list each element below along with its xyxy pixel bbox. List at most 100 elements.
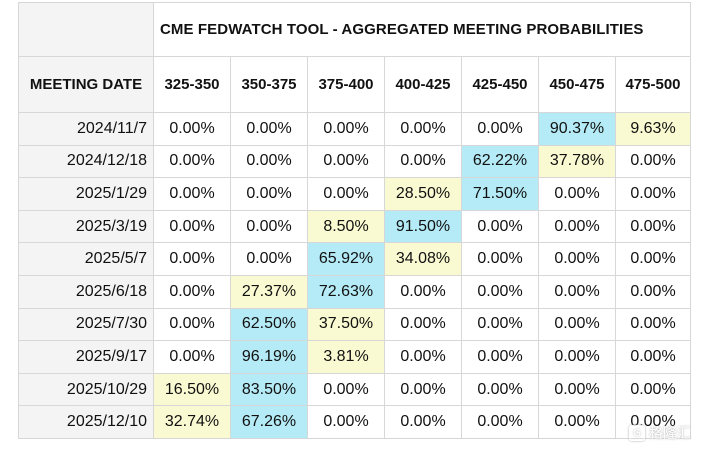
probability-cell: 0.00% [384, 372, 462, 407]
table-row: 2025/6/18 0.00% 27.37% 72.63% 0.00% 0.00% 0.00… [18, 274, 691, 309]
probability-cell: 0.00% [230, 177, 308, 211]
probability-cell: 8.50% [307, 209, 385, 244]
probability-cell: 0.00% [461, 209, 539, 244]
probability-cell: 0.00% [307, 144, 385, 179]
meeting-date-cell: 2025/7/30 [18, 307, 154, 342]
probability-cell: 0.00% [230, 242, 308, 276]
column-header-375-400: 375-400 [307, 56, 385, 113]
probability-cell: 0.00% [538, 372, 616, 407]
probability-cell: 0.00% [615, 340, 691, 374]
probability-cell: 0.00% [615, 177, 691, 211]
probability-cell: 0.00% [153, 242, 231, 276]
probability-cell: 0.00% [538, 274, 616, 309]
column-header-425-450: 425-450 [461, 56, 539, 113]
probability-cell: 0.00% [384, 340, 462, 374]
table-title: CME FEDWATCH TOOL - AGGREGATED MEETING P… [153, 2, 691, 57]
meeting-date-cell: 2024/12/18 [18, 144, 154, 179]
probability-cell: 0.00% [461, 112, 539, 146]
meeting-date-cell: 2025/5/7 [18, 242, 154, 276]
probability-cell: 0.00% [307, 405, 385, 439]
meeting-date-cell: 2025/9/17 [18, 340, 154, 374]
probability-cell: 0.00% [538, 405, 616, 439]
probability-cell: 0.00% [615, 372, 691, 407]
fedwatch-probability-table: CME FEDWATCH TOOL - AGGREGATED MEETING P… [18, 2, 691, 439]
probability-cell: 0.00% [538, 340, 616, 374]
table-row: 2025/9/17 0.00% 96.19% 3.81% 0.00% 0.00% 0.00%… [18, 340, 691, 374]
header-corner-cell [18, 2, 154, 57]
column-header-meeting-date: MEETING DATE [18, 56, 154, 113]
probability-cell: 71.50% [461, 177, 539, 211]
table-row: 2025/10/29 16.50% 83.50% 0.00% 0.00% 0.00% 0.0… [18, 372, 691, 407]
probability-cell: 0.00% [461, 372, 539, 407]
watermark: G 格隆汇 [629, 423, 691, 443]
probability-cell: 0.00% [461, 405, 539, 439]
probability-cell: 32.74% [153, 405, 231, 439]
probability-cell: 0.00% [230, 209, 308, 244]
probability-cell: 96.19% [230, 340, 308, 374]
probability-cell: 0.00% [230, 144, 308, 179]
column-header-475-500: 475-500 [615, 56, 691, 113]
table-row: 2025/12/10 32.74% 67.26% 0.00% 0.00% 0.00% 0.0… [18, 405, 691, 439]
probability-cell: 0.00% [153, 177, 231, 211]
probability-cell: 0.00% [615, 209, 691, 244]
table-row: 2025/7/30 0.00% 62.50% 37.50% 0.00% 0.00% 0.00… [18, 307, 691, 342]
probability-cell: 0.00% [538, 242, 616, 276]
probability-cell: 0.00% [615, 144, 691, 179]
meeting-date-cell: 2025/10/29 [18, 372, 154, 407]
probability-cell: 72.63% [307, 274, 385, 309]
probability-cell: 0.00% [153, 340, 231, 374]
probability-cell: 0.00% [384, 144, 462, 179]
meeting-date-cell: 2025/12/10 [18, 405, 154, 439]
probability-cell: 65.92% [307, 242, 385, 276]
table-row: 2024/12/18 0.00% 0.00% 0.00% 0.00% 62.22% 37.7… [18, 144, 691, 179]
probability-cell: 0.00% [384, 307, 462, 342]
probability-cell: 0.00% [307, 177, 385, 211]
probability-cell: 3.81% [307, 340, 385, 374]
probability-cell: 0.00% [615, 274, 691, 309]
probability-cell: 90.37% [538, 112, 616, 146]
probability-cell: 91.50% [384, 209, 462, 244]
meeting-date-cell: 2025/1/29 [18, 177, 154, 211]
table-row: 2025/3/19 0.00% 0.00% 8.50% 91.50% 0.00% 0.00%… [18, 209, 691, 244]
table-row: 2024/11/7 0.00% 0.00% 0.00% 0.00% 0.00% 90.37%… [18, 112, 691, 146]
probability-cell: 0.00% [153, 209, 231, 244]
table-row: 2025/5/7 0.00% 0.00% 65.92% 34.08% 0.00% 0.00%… [18, 242, 691, 276]
probability-cell: 0.00% [461, 242, 539, 276]
fedwatch-table-container: CME FEDWATCH TOOL - AGGREGATED MEETING P… [18, 2, 691, 439]
probability-cell: 0.00% [384, 274, 462, 309]
probability-cell: 0.00% [153, 112, 231, 146]
probability-cell: 9.63% [615, 112, 691, 146]
probability-cell: 0.00% [384, 112, 462, 146]
probability-cell: 0.00% [538, 177, 616, 211]
meeting-date-cell: 2025/6/18 [18, 274, 154, 309]
meeting-date-cell: 2025/3/19 [18, 209, 154, 244]
probability-cell: 0.00% [538, 209, 616, 244]
column-header-450-475: 450-475 [538, 56, 616, 113]
meeting-date-cell: 2024/11/7 [18, 112, 154, 146]
probability-cell: 0.00% [307, 372, 385, 407]
column-header-400-425: 400-425 [384, 56, 462, 113]
probability-cell: 0.00% [384, 405, 462, 439]
probability-cell: 0.00% [153, 274, 231, 309]
probability-cell: 0.00% [230, 112, 308, 146]
probability-cell: 28.50% [384, 177, 462, 211]
watermark-logo-icon: G [629, 425, 645, 441]
probability-cell: 27.37% [230, 274, 308, 309]
probability-cell: 37.78% [538, 144, 616, 179]
probability-cell: 34.08% [384, 242, 462, 276]
column-header-350-375: 350-375 [230, 56, 308, 113]
table-row: 2025/1/29 0.00% 0.00% 0.00% 28.50% 71.50% 0.00… [18, 177, 691, 211]
probability-cell: 16.50% [153, 372, 231, 407]
probability-cell: 0.00% [538, 307, 616, 342]
probability-cell: 37.50% [307, 307, 385, 342]
probability-cell: 0.00% [615, 307, 691, 342]
probability-cell: 83.50% [230, 372, 308, 407]
probability-cell: 0.00% [153, 307, 231, 342]
probability-cell: 67.26% [230, 405, 308, 439]
probability-cell: 0.00% [615, 242, 691, 276]
probability-cell: 0.00% [461, 274, 539, 309]
table-body: 2024/11/7 0.00% 0.00% 0.00% 0.00% 0.00% 90.37%… [18, 112, 691, 439]
probability-cell: 0.00% [307, 112, 385, 146]
column-header-325-350: 325-350 [153, 56, 231, 113]
probability-cell: 62.22% [461, 144, 539, 179]
